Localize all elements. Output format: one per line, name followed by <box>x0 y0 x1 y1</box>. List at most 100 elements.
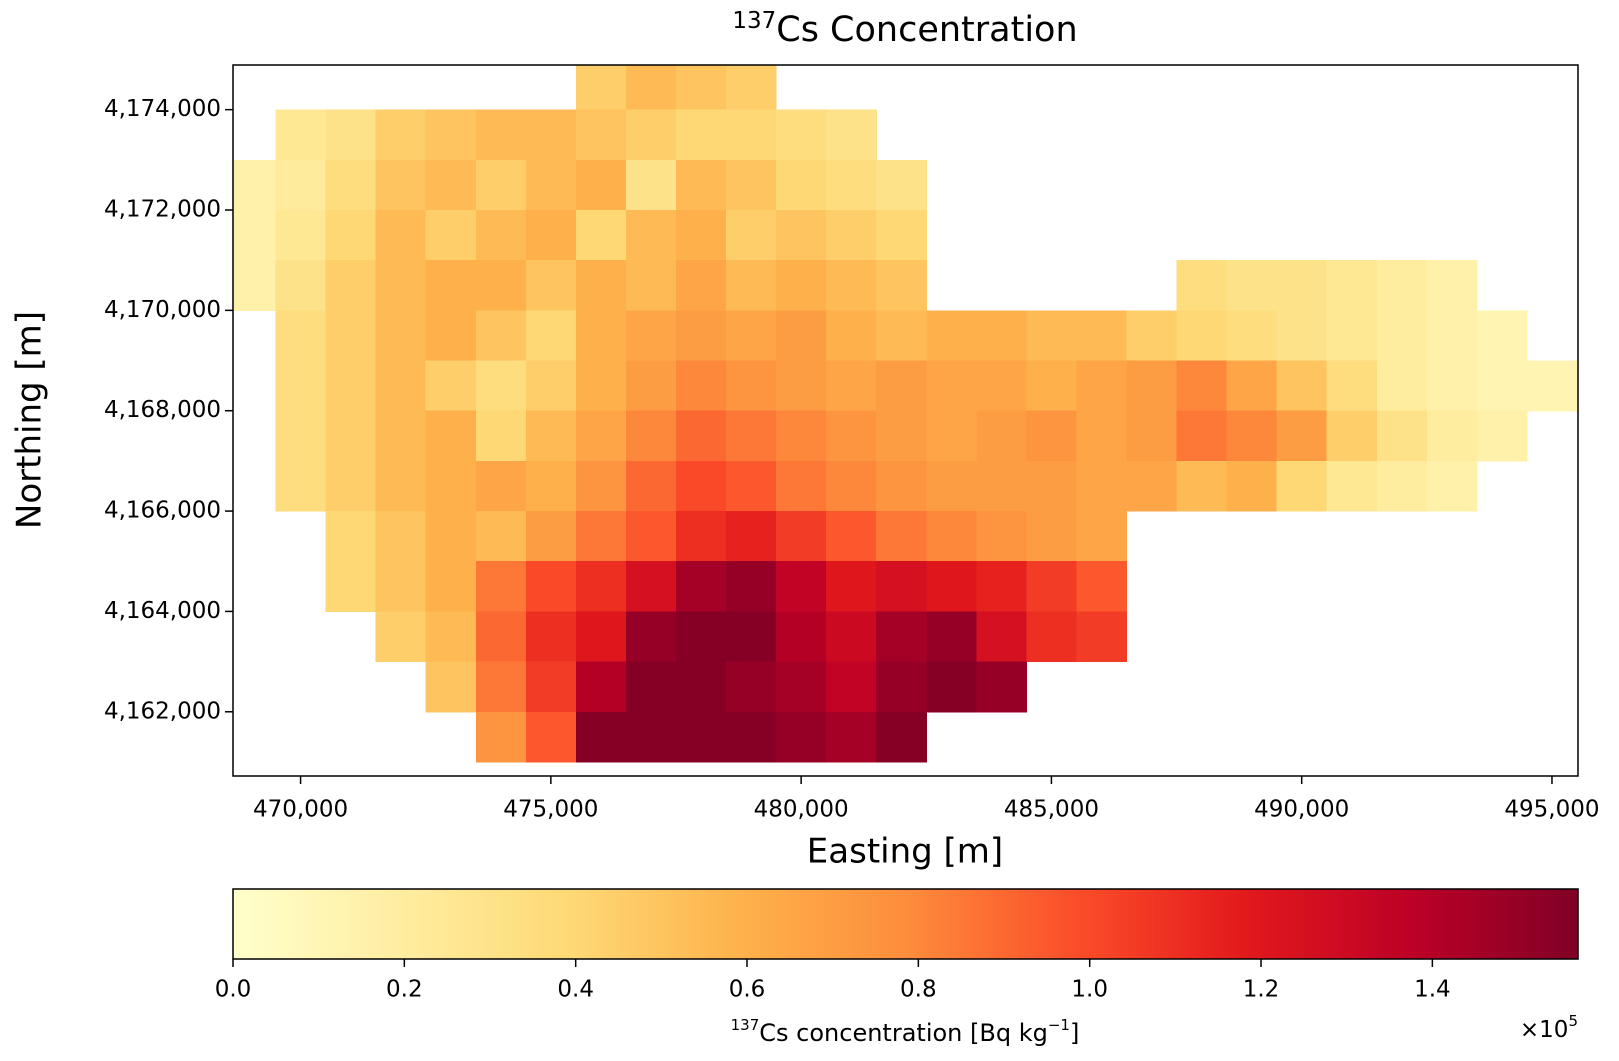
map-cell <box>726 65 777 111</box>
colorbar-offset-exponent: 5 <box>1568 1012 1578 1030</box>
map-cell <box>1026 360 1078 412</box>
map-cell <box>425 159 477 211</box>
map-cell <box>325 511 377 562</box>
map-cell <box>776 460 827 512</box>
map-cell <box>575 310 627 362</box>
map-cell <box>776 561 827 613</box>
map-cell <box>1026 460 1078 512</box>
map-cell <box>926 561 977 613</box>
colorbar <box>232 888 1579 960</box>
map-cell <box>876 410 927 462</box>
map-cell <box>675 310 727 362</box>
map-cell <box>325 260 377 311</box>
map-cell <box>425 410 477 462</box>
map-cell <box>675 460 727 512</box>
map-cell <box>575 410 627 462</box>
map-cell <box>1026 410 1078 462</box>
map-cell <box>926 360 977 412</box>
map-cell <box>475 310 527 362</box>
map-cell <box>976 310 1027 362</box>
map-cell <box>625 511 677 562</box>
y-tick-label: 4,166,000 <box>104 498 221 524</box>
map-cell <box>1226 360 1278 412</box>
map-cell <box>325 210 377 261</box>
map-cell <box>926 310 977 362</box>
map-cell <box>726 561 777 613</box>
map-cell <box>675 260 727 311</box>
map-cell <box>625 210 677 261</box>
map-cell <box>475 260 527 311</box>
map-cell <box>475 410 527 462</box>
map-cell <box>425 109 477 161</box>
map-cell <box>625 159 677 211</box>
map-cell <box>1026 511 1078 562</box>
map-cell <box>826 410 877 462</box>
map-cell <box>575 159 627 211</box>
map-cell <box>726 460 777 512</box>
map-cell <box>826 159 877 211</box>
map-cell <box>876 611 927 663</box>
map-cell <box>675 711 727 763</box>
map-cell <box>726 109 777 161</box>
map-cell <box>776 611 827 663</box>
title-text: Cs Concentration <box>776 10 1077 50</box>
map-cell <box>1076 410 1128 462</box>
colorbar-label-superscript: 137 <box>731 1016 760 1034</box>
colorbar-tick-label: 1.0 <box>1071 977 1108 1003</box>
x-tick-label: 470,000 <box>253 797 348 823</box>
map-cell <box>726 360 777 412</box>
map-cell <box>275 260 327 311</box>
map-cell <box>375 511 427 562</box>
map-cell <box>475 711 527 763</box>
map-cell <box>475 159 527 211</box>
map-cell <box>525 360 577 412</box>
map-cell <box>375 611 427 663</box>
map-cell <box>233 159 277 211</box>
map-cell <box>1126 460 1178 512</box>
map-cell <box>1426 460 1478 512</box>
map-cell <box>275 360 327 412</box>
x-axis-label: Easting [m] <box>807 832 1003 872</box>
colorbar-tick-label: 0.0 <box>215 977 252 1003</box>
map-cell <box>575 711 627 763</box>
map-cell <box>1176 460 1228 512</box>
map-cell <box>826 360 877 412</box>
map-cell <box>826 109 877 161</box>
map-cell <box>776 511 827 562</box>
colorbar-tick-label: 1.2 <box>1243 977 1280 1003</box>
map-cell <box>726 661 777 713</box>
map-cell <box>1376 460 1428 512</box>
title-superscript: 137 <box>732 8 776 34</box>
map-cell <box>1376 260 1428 311</box>
map-cell <box>675 210 727 261</box>
map-cell <box>876 260 927 311</box>
map-cell <box>926 611 977 663</box>
map-cell <box>475 109 527 161</box>
map-cell <box>976 511 1027 562</box>
map-cell <box>976 661 1027 713</box>
map-cell <box>976 460 1027 512</box>
map-cell <box>976 410 1027 462</box>
map-cell <box>1226 260 1278 311</box>
map-cell <box>625 460 677 512</box>
map-cell <box>525 210 577 261</box>
map-cell <box>776 711 827 763</box>
map-cell <box>275 210 327 261</box>
map-cell <box>525 711 577 763</box>
map-cell <box>1226 310 1278 362</box>
map-cell <box>876 661 927 713</box>
map-cell <box>726 260 777 311</box>
map-cell <box>325 310 377 362</box>
map-cell <box>726 159 777 211</box>
map-cell <box>375 260 427 311</box>
map-cell <box>475 661 527 713</box>
map-cell <box>625 711 677 763</box>
map-cell <box>1326 360 1378 412</box>
map-cell <box>675 611 727 663</box>
map-cell <box>425 611 477 663</box>
map-cell <box>375 410 427 462</box>
map-cell <box>325 460 377 512</box>
map-cell <box>876 511 927 562</box>
y-tick-label: 4,174,000 <box>104 96 221 122</box>
map-cell <box>1126 360 1178 412</box>
